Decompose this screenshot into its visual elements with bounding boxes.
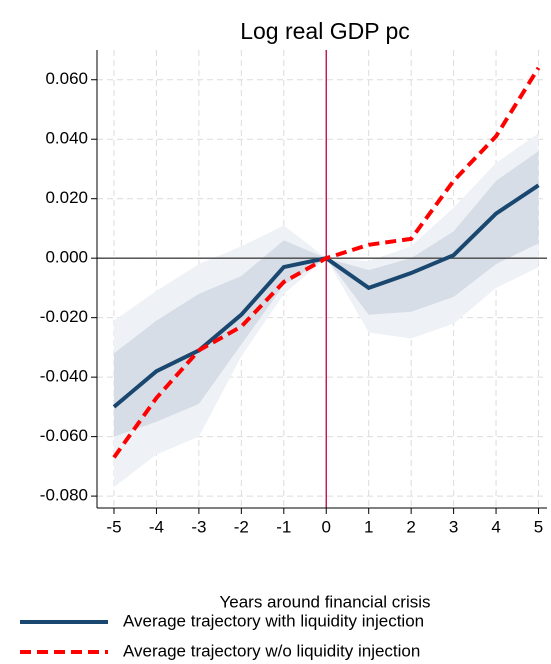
x-axis-label: Years around financial crisis: [219, 592, 430, 611]
y-tick-label: -0.020: [40, 307, 88, 326]
series-line: [112, 66, 541, 459]
x-tick-label: 4: [491, 517, 500, 536]
confidence-band: [113, 151, 539, 437]
x-tick-label: 1: [364, 517, 373, 536]
y-tick-label: -0.060: [40, 426, 88, 445]
legend-label: Average trajectory w/o liquidity injecti…: [123, 641, 420, 660]
y-tick-label: 0.020: [45, 188, 88, 207]
y-tick-label: 0.040: [45, 129, 88, 148]
x-tick-label: -1: [276, 517, 291, 536]
y-tick-label: 0.060: [45, 69, 88, 88]
x-tick-label: 5: [534, 517, 543, 536]
x-tick-label: -5: [106, 517, 121, 536]
x-tick-label: -3: [191, 517, 206, 536]
y-tick-label: 0.000: [45, 248, 88, 267]
x-tick-label: 0: [322, 517, 331, 536]
x-tick-label: -2: [234, 517, 249, 536]
legend-label: Average trajectory with liquidity inject…: [123, 611, 424, 630]
x-tick-label: 3: [449, 517, 458, 536]
chart-title: Log real GDP pc: [240, 18, 410, 44]
x-tick-label: 2: [406, 517, 415, 536]
y-tick-label: -0.080: [40, 486, 88, 505]
x-tick-label: -4: [149, 517, 164, 536]
y-tick-label: -0.040: [40, 367, 88, 386]
